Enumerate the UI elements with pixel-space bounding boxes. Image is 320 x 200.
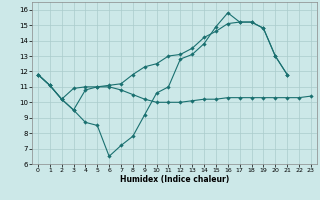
X-axis label: Humidex (Indice chaleur): Humidex (Indice chaleur) — [120, 175, 229, 184]
